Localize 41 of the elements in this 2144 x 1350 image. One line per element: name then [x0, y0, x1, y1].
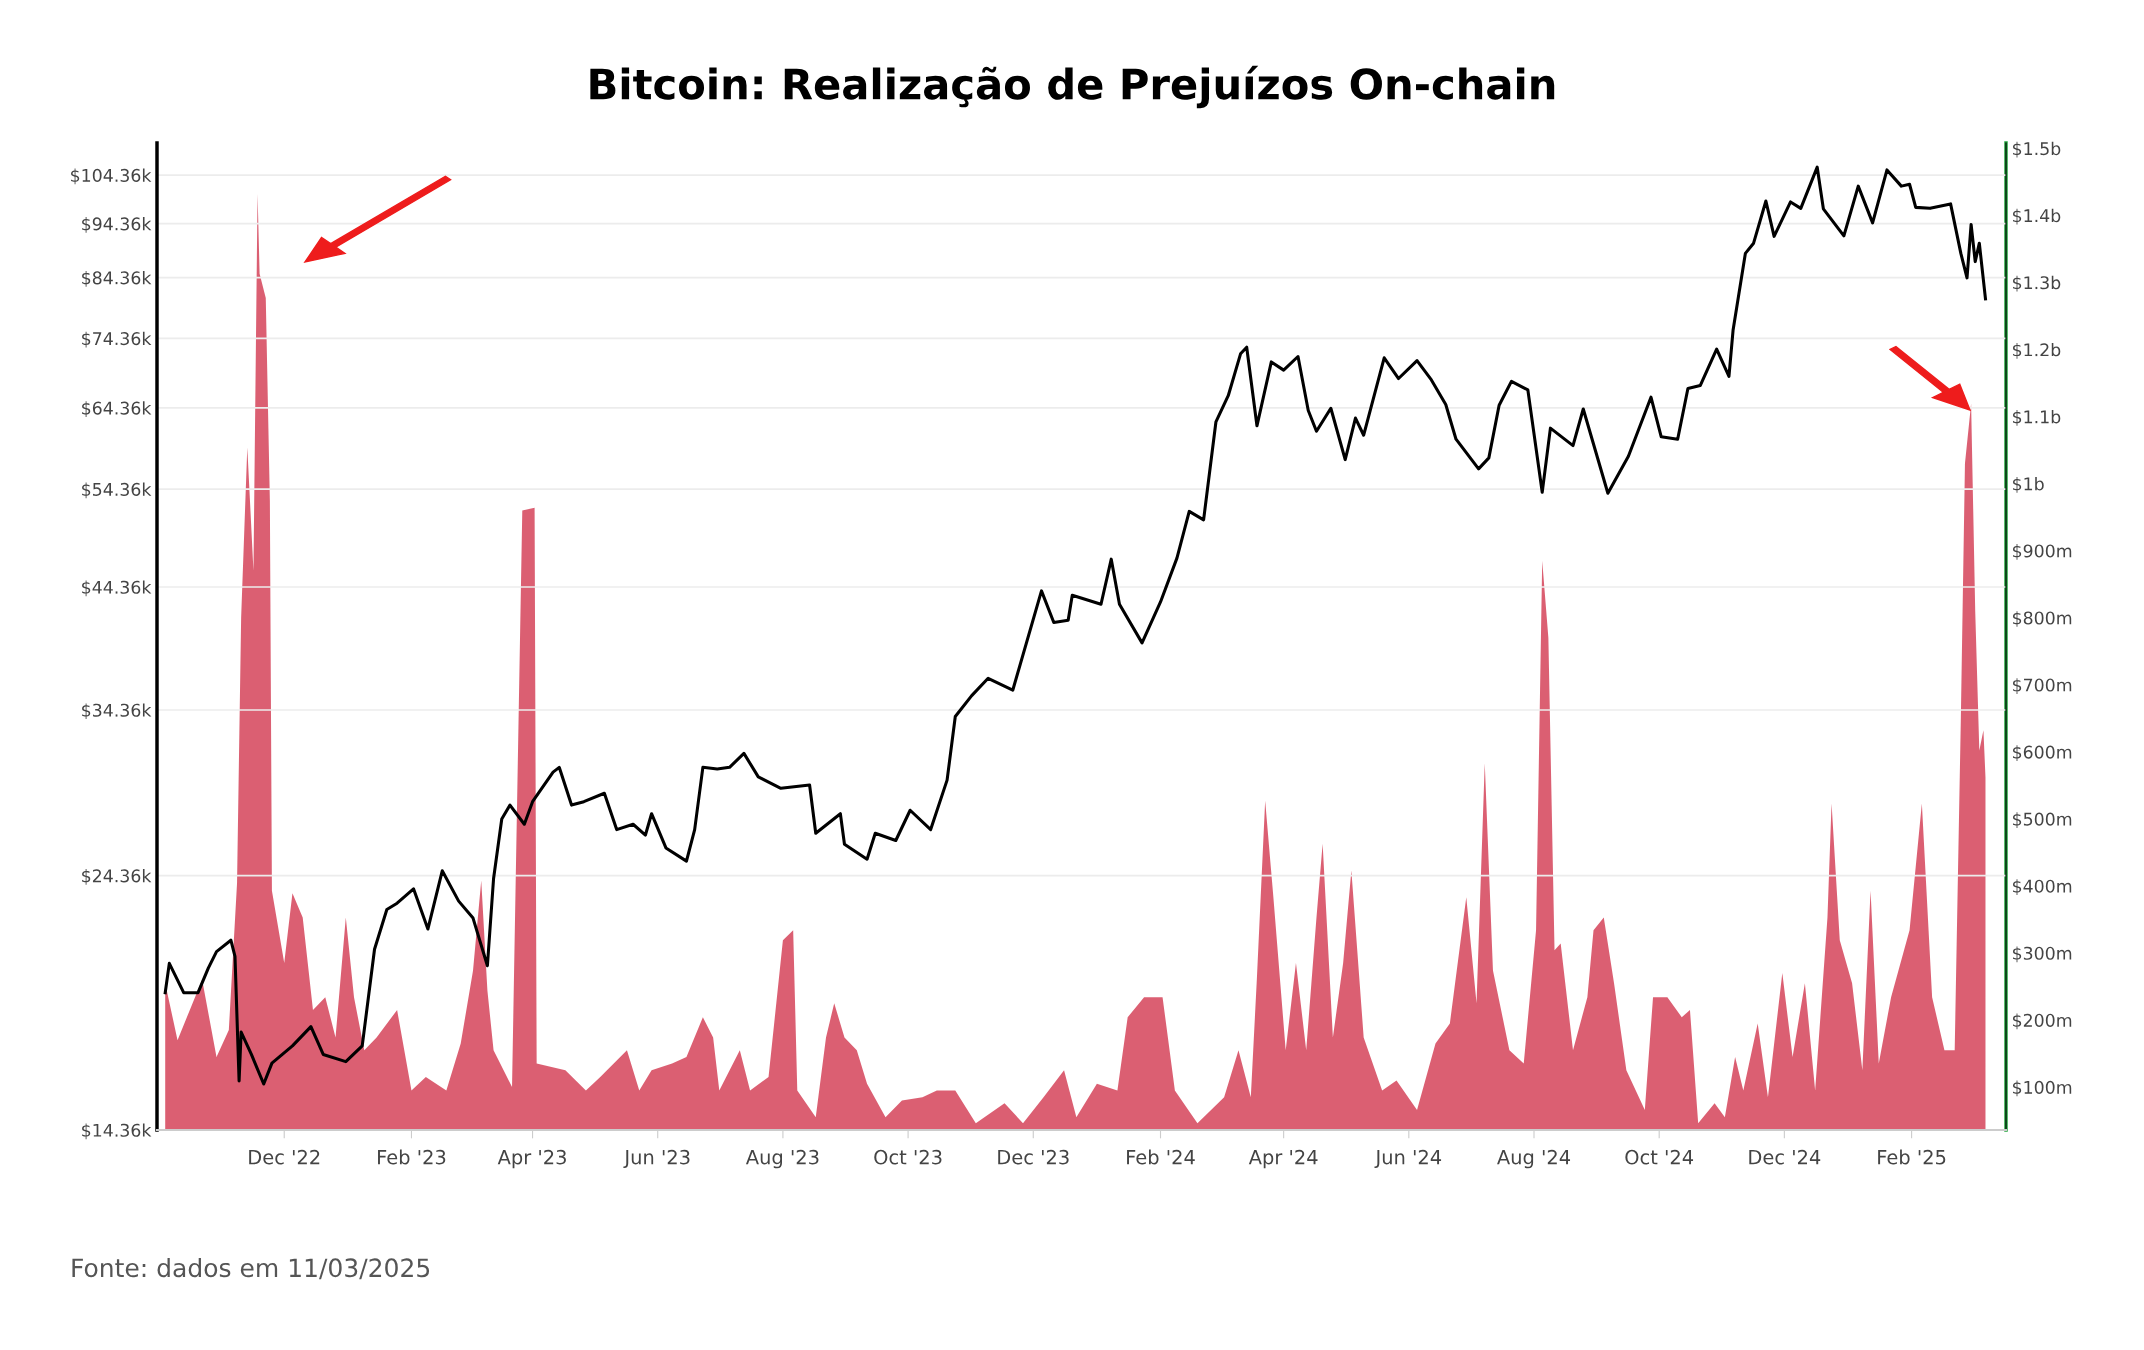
y-tick-label: $34.36k — [82, 703, 152, 720]
x-tick-label: Feb '23 — [378, 1149, 446, 1165]
y2-tick-label: $500m — [2013, 812, 2072, 829]
y2-tick-label: $1.1b — [2013, 409, 2061, 426]
y-tick-label: $44.36k — [82, 580, 152, 597]
x-tick-label: Feb '24 — [1127, 1149, 1195, 1165]
x-tick-label: Jun '23 — [623, 1149, 690, 1169]
x-tick-label: Feb '25 — [1878, 1149, 1946, 1165]
y-tick-label: $64.36k — [82, 401, 152, 417]
y-tick-label: $84.36k — [82, 270, 152, 287]
y-tick-label: $104.36k — [71, 168, 152, 185]
y2-tick-label: $300m — [2013, 946, 2072, 963]
x-tick-label: Apr '24 — [1248, 1149, 1318, 1169]
y-tick-label: $54.36k — [82, 482, 152, 499]
y2-tick-label: $1.5b — [2013, 141, 2061, 158]
y-tick-label: $94.36k — [82, 217, 152, 233]
x-tick-label: Jun '24 — [1374, 1149, 1442, 1169]
x-tick-label: Apr '23 — [497, 1149, 566, 1169]
y2-tick-label: $800m — [2013, 611, 2072, 627]
y2-tick-label: $1.4b — [2013, 208, 2061, 225]
x-tick-label: Dec '22 — [249, 1149, 320, 1165]
y2-tick-label: $700m — [2013, 678, 2072, 694]
y2-tick-label: $1.2b — [2013, 342, 2061, 359]
y2-tick-label: $900m — [2013, 544, 2072, 560]
y2-tick-label: $200m — [2013, 1013, 2072, 1030]
x-tick-label: Aug '24 — [1497, 1149, 1571, 1169]
x-tick-label: Oct '24 — [1625, 1149, 1694, 1165]
y-tick-label: $14.36k — [82, 1123, 152, 1140]
y2-tick-label: $600m — [2013, 745, 2072, 761]
y2-tick-label: $400m — [2013, 879, 2072, 896]
x-tick-label: Oct '23 — [874, 1149, 942, 1165]
y2-tick-label: $1b — [2013, 477, 2044, 493]
chart-title: Bitcoin: Realização de Prejuízos On-chain — [590, 65, 1555, 109]
x-tick-label: Dec '23 — [998, 1149, 1069, 1165]
x-tick-label: Aug '23 — [745, 1149, 819, 1169]
y2-tick-label: $100m — [2013, 1080, 2072, 1097]
x-tick-label: Dec '24 — [1749, 1149, 1821, 1165]
y-tick-label: $24.36k — [82, 868, 152, 885]
y-tick-label: $74.36k — [82, 331, 152, 348]
y2-tick-label: $1.3b — [2013, 275, 2061, 292]
source-note: Fonte: dados em 11/03/2025 — [72, 1257, 430, 1280]
